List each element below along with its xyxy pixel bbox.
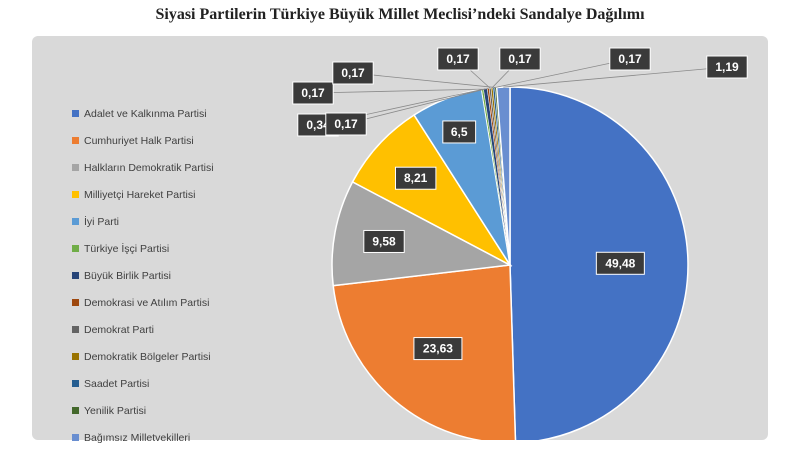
legend-swatch: [72, 326, 79, 333]
legend-label: Saadet Partisi: [84, 377, 150, 390]
svg-text:8,21: 8,21: [404, 171, 428, 185]
data-label: 0,17: [499, 47, 541, 71]
legend-swatch: [72, 407, 79, 414]
legend-item: Bağımsız Milletvekilleri: [72, 424, 272, 451]
svg-text:0,17: 0,17: [334, 117, 358, 131]
svg-text:0,17: 0,17: [508, 52, 532, 66]
leader-line: [503, 66, 728, 88]
pie-slice: [351, 114, 513, 267]
svg-text:0,17: 0,17: [341, 66, 365, 80]
svg-text:0,34: 0,34: [306, 118, 330, 132]
data-label: 0,17: [292, 81, 334, 105]
legend-item: Demokrasi ve Atılım Partisi: [72, 289, 272, 316]
legend-label: İyi Parti: [84, 215, 120, 228]
data-label: 0,17: [332, 61, 374, 85]
legend-swatch: [72, 191, 79, 198]
data-label: 0,17: [325, 112, 367, 136]
legend-swatch: [72, 299, 79, 306]
chart-title: Siyasi Partilerin Türkiye Büyük Millet M…: [155, 6, 645, 23]
svg-text:0,17: 0,17: [446, 52, 470, 66]
legend-item: Halkların Demokratik Partisi: [72, 154, 272, 181]
data-label: 1,19: [706, 55, 748, 79]
legend-item: Demokratik Bölgeler Partisi: [72, 343, 272, 370]
leader-line: [352, 72, 496, 88]
legend-swatch: [72, 218, 79, 225]
legend-item: Milliyetçi Hareket Partisi: [72, 181, 272, 208]
legend-swatch: [72, 353, 79, 360]
data-label: 0,17: [609, 47, 651, 71]
svg-text:1,19: 1,19: [715, 60, 739, 74]
legend-label: Türkiye İşçi Partisi: [84, 242, 170, 255]
legend-label: Adalet ve Kalkınma Partisi: [84, 107, 207, 120]
legend-swatch: [72, 434, 79, 441]
svg-text:9,58: 9,58: [372, 234, 396, 248]
legend-item: Demokrat Parti: [72, 316, 272, 343]
leader-line: [493, 58, 631, 89]
svg-text:0,17: 0,17: [301, 86, 325, 100]
legend-label: Bağımsız Milletvekilleri: [84, 431, 191, 444]
legend-swatch: [72, 245, 79, 252]
data-label: 6,5: [442, 120, 477, 144]
legend-swatch: [72, 137, 79, 144]
legend-label: Demokratik Bölgeler Partisi: [84, 350, 211, 363]
legend-swatch: [72, 272, 79, 279]
legend-label: Cumhuriyet Halk Partisi: [84, 134, 194, 147]
legend-item: İyi Parti: [72, 208, 272, 235]
data-label: 8,21: [394, 166, 437, 190]
legend-label: Demokrat Parti: [84, 323, 155, 336]
legend-label: Halkların Demokratik Partisi: [84, 161, 214, 174]
legend-item: Adalet ve Kalkınma Partisi: [72, 100, 272, 127]
data-label: 23,63: [413, 337, 463, 361]
leader-line: [345, 87, 489, 125]
legend-label: Demokrasi ve Atılım Partisi: [84, 296, 210, 309]
legend-label: Büyük Birlik Partisi: [84, 269, 171, 282]
data-label: 9,58: [363, 229, 405, 253]
legend-swatch: [72, 110, 79, 117]
pie-slice: [331, 180, 513, 287]
legend-item: Yenilik Partisi: [72, 397, 272, 424]
legend-swatch: [72, 380, 79, 387]
legend-label: Milliyetçi Hareket Partisi: [84, 188, 196, 201]
leader-line: [312, 88, 483, 94]
pie-chart: 49,48 23,63 9,58 8,21 6,5 0,17 0,34 0,17 0,17 0,1…: [292, 47, 748, 440]
legend-swatch: [72, 164, 79, 171]
data-label: 49,48: [595, 251, 645, 275]
svg-text:0,17: 0,17: [618, 52, 642, 66]
chart-legend: Adalet ve Kalkınma Partisi Cumhuriyet Hal…: [72, 100, 272, 451]
legend-item: Saadet Partisi: [72, 370, 272, 397]
data-label: 0,17: [437, 47, 479, 71]
svg-text:23,63: 23,63: [423, 342, 453, 356]
svg-text:49,48: 49,48: [605, 256, 635, 270]
legend-item: Cumhuriyet Halk Partisi: [72, 127, 272, 154]
legend-item: Büyük Birlik Partisi: [72, 262, 272, 289]
legend-label: Yenilik Partisi: [84, 404, 147, 417]
legend-item: Türkiye İşçi Partisi: [72, 235, 272, 262]
svg-text:6,5: 6,5: [451, 125, 468, 139]
